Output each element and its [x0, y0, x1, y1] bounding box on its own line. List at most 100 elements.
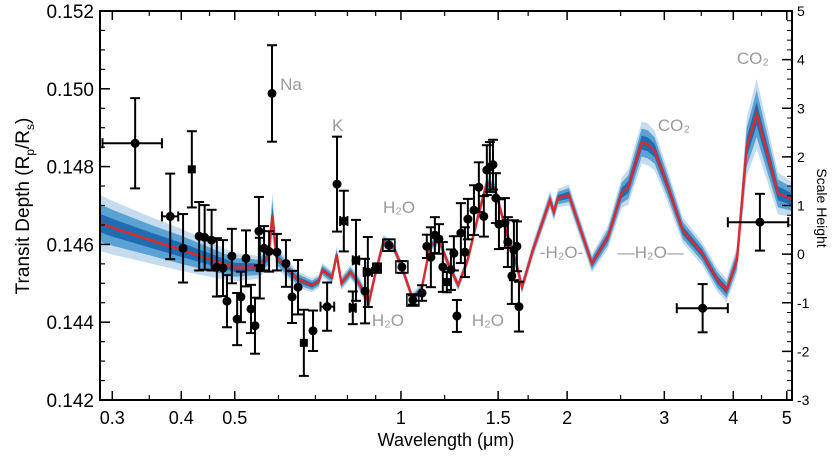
annotation-label: Na — [280, 75, 302, 94]
annotation-label: —H₂O— — [618, 243, 684, 262]
point-marker — [246, 304, 256, 314]
x-tick-label: 2 — [562, 408, 572, 428]
point-marker — [417, 288, 427, 298]
y-axis-label-main: Transit Depth (R — [13, 156, 34, 295]
point-frame — [395, 260, 409, 274]
x-tick-label: 1.5 — [486, 408, 511, 428]
point-marker — [755, 217, 765, 227]
x-axis-label: Wavelength (μm) — [378, 430, 515, 450]
annotation-label: K — [332, 116, 344, 135]
data-point — [186, 130, 197, 209]
x-tick-label: 0.4 — [169, 408, 194, 428]
point-marker — [130, 138, 140, 148]
data-point — [451, 299, 462, 333]
point-marker — [422, 241, 432, 251]
data-point — [493, 198, 504, 251]
data-point — [473, 161, 484, 214]
data-point — [490, 172, 501, 225]
annotation-label: H₂O — [372, 311, 404, 330]
data-points — [101, 44, 790, 377]
point-marker — [254, 226, 264, 236]
data-point — [266, 44, 277, 143]
point-marker — [384, 240, 394, 250]
point-marker — [456, 228, 466, 238]
data-point — [178, 213, 189, 284]
data-point — [459, 226, 470, 279]
data-point — [726, 192, 790, 252]
data-point — [280, 239, 291, 288]
point-marker — [426, 252, 436, 262]
data-point — [350, 218, 361, 302]
point-marker — [339, 216, 349, 226]
y-tick-label: 0.144 — [46, 313, 94, 334]
data-point — [226, 227, 237, 285]
data-point — [287, 269, 298, 324]
y2-tick-label: -2 — [797, 343, 810, 359]
data-point — [271, 232, 282, 272]
x-tick-label: 3 — [659, 408, 669, 428]
data-point — [241, 229, 252, 288]
x-tick-label: 1 — [396, 408, 406, 428]
data-point — [235, 270, 246, 324]
data-point — [511, 220, 522, 273]
point-marker — [272, 247, 282, 257]
data-point — [395, 260, 409, 274]
y2-tick-label: 4 — [797, 52, 805, 68]
y2-tick-label: 0 — [797, 246, 805, 262]
point-marker — [207, 235, 217, 245]
data-point — [298, 308, 309, 377]
y-tick-label: 0.142 — [46, 391, 94, 412]
annotation-label: H₂O — [472, 311, 504, 330]
y2-tick-label: 3 — [797, 100, 805, 116]
data-point — [338, 189, 349, 253]
point-marker — [363, 267, 373, 277]
point-marker — [698, 303, 708, 313]
y-tick-label: 0.152 — [46, 2, 94, 23]
point-frame — [382, 238, 396, 252]
point-marker — [408, 295, 418, 305]
data-point — [448, 235, 459, 272]
point-marker — [250, 321, 260, 331]
point-marker — [187, 165, 196, 174]
y-axis-label: Transit Depth (Rp/Rs) — [13, 118, 37, 295]
annotation-label: CO₂ — [737, 49, 769, 68]
point-marker — [322, 302, 332, 312]
y-tick-label: 0.150 — [46, 80, 94, 101]
data-point — [462, 197, 473, 241]
point-marker — [332, 179, 342, 189]
axes: 0.3 0.4 0.5 1 1.5 2 3 4 5 0.142 0.144 0.146 0.148 0.1… — [46, 2, 809, 428]
point-marker — [512, 241, 522, 251]
point-marker — [308, 326, 318, 336]
point-marker — [255, 264, 264, 273]
point-marker — [218, 263, 228, 273]
point-marker — [241, 253, 251, 263]
x-tick-label: 0.3 — [100, 408, 125, 428]
point-marker — [452, 311, 462, 321]
y-tick-label: 0.148 — [46, 158, 94, 179]
data-point — [382, 238, 396, 253]
data-point — [417, 284, 428, 302]
data-point — [319, 281, 336, 332]
data-point — [101, 97, 163, 190]
x-tick-label: 0.5 — [222, 408, 247, 428]
y-tick-label: 0.146 — [46, 235, 94, 256]
point-marker — [222, 296, 232, 306]
annotation-label: H₂O — [383, 198, 415, 217]
x-tick-label: 4 — [728, 408, 738, 428]
data-point — [478, 195, 489, 238]
point-marker — [469, 205, 479, 215]
point-marker — [372, 263, 382, 273]
point-marker — [287, 292, 297, 302]
data-point — [160, 172, 180, 261]
data-point — [468, 184, 479, 237]
point-marker — [488, 160, 498, 170]
point-marker — [267, 88, 277, 98]
x-tick-label: 5 — [782, 408, 792, 428]
point-marker — [281, 258, 291, 268]
data-point — [308, 309, 319, 352]
data-point — [406, 293, 420, 307]
point-marker — [507, 271, 517, 281]
y2-tick-label: -1 — [797, 295, 810, 311]
annotation-label: CO₂ — [658, 116, 690, 135]
